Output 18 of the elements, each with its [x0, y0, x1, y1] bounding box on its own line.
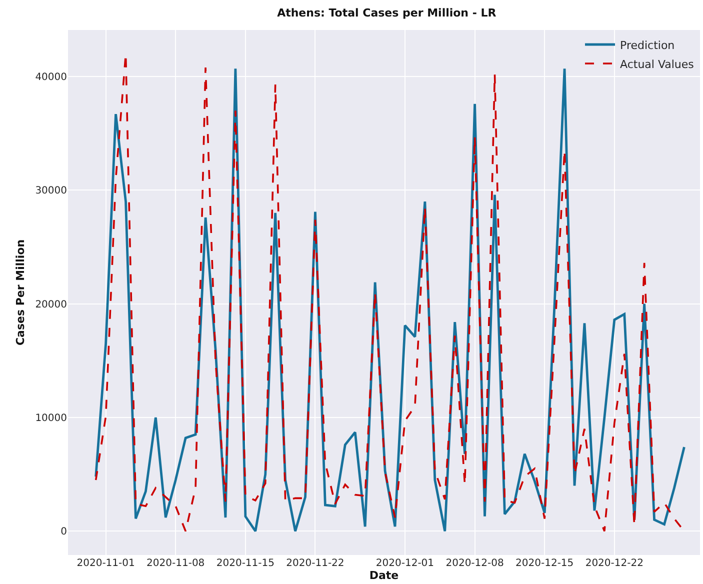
x-tick-label: 2020-11-01: [76, 558, 135, 569]
y-tick-label: 30000: [35, 186, 67, 197]
x-tick-label: 2020-11-22: [286, 558, 344, 569]
x-tick-label: 2020-11-08: [146, 558, 205, 569]
y-tick-label: 40000: [35, 72, 67, 84]
x-tick-label: 2020-12-15: [516, 558, 574, 569]
y-axis-title: Cases Per Million: [14, 239, 27, 346]
x-tick-label: 2020-12-01: [376, 558, 434, 569]
x-tick-label: 2020-12-08: [446, 558, 504, 569]
x-tick-label: 2020-12-22: [585, 558, 644, 569]
y-tick-label: 10000: [35, 413, 67, 424]
y-tick-label: 0: [60, 526, 67, 538]
chart-title: Athens: Total Cases per Million - LR: [277, 6, 497, 20]
x-tick-label: 2020-11-15: [216, 558, 274, 569]
x-axis-title: Date: [369, 569, 399, 582]
legend-label: Prediction: [620, 38, 675, 52]
legend-label: Actual Values: [620, 58, 694, 71]
y-tick-label: 20000: [35, 299, 67, 310]
